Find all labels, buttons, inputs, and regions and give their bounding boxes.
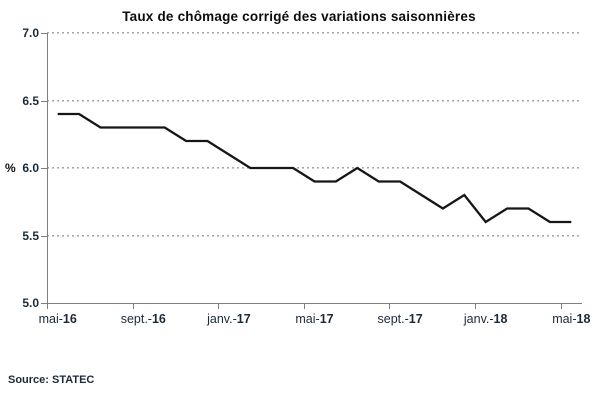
- y-axis-tick-label: 6.0: [22, 161, 39, 175]
- y-axis-tick: [41, 33, 47, 34]
- x-tick-year-text: 17: [236, 312, 251, 326]
- x-axis-tick-label: sept.-16: [101, 312, 185, 327]
- x-tick-year-text: 17: [319, 312, 334, 326]
- x-axis-tick: [475, 303, 476, 309]
- x-tick-month-text: sept.-: [377, 312, 409, 326]
- y-axis-tick: [41, 168, 47, 169]
- x-axis-tick: [47, 303, 48, 309]
- x-tick-month-text: janv.-: [207, 312, 237, 326]
- x-axis-tick: [218, 303, 220, 309]
- y-axis-tick-label: 5.5: [22, 228, 39, 243]
- x-axis-tick-label: sept.-17: [358, 312, 442, 327]
- y-axis-tick-label: 7.0: [22, 26, 39, 40]
- x-axis-tick-label: mai-16: [16, 312, 100, 327]
- y-axis-tick: [41, 235, 47, 237]
- x-axis-tick-label: mai-17: [273, 312, 357, 327]
- x-tick-year-text: 17: [408, 312, 423, 326]
- x-axis-tick: [389, 303, 391, 309]
- x-tick-year-text: 18: [576, 312, 591, 326]
- x-axis-tick: [560, 303, 562, 309]
- x-axis-tick-label: janv.-17: [187, 312, 271, 327]
- x-axis-tick: [303, 303, 305, 309]
- y-axis-tick: [41, 303, 47, 304]
- x-tick-month-text: mai-: [38, 312, 63, 326]
- x-axis-tick: [132, 303, 134, 309]
- x-axis-line: [47, 303, 582, 304]
- x-tick-month-text: sept.-: [120, 312, 152, 326]
- y-axis-line: [47, 33, 48, 303]
- x-tick-month-text: mai-: [295, 312, 320, 326]
- y-axis-tick: [41, 100, 47, 102]
- gridline: [47, 32, 582, 34]
- x-tick-year-text: 16: [62, 312, 77, 326]
- x-tick-year-text: 16: [151, 312, 166, 326]
- gridline: [47, 167, 582, 169]
- x-tick-year-text: 18: [493, 312, 508, 326]
- x-axis-tick-label: mai-18: [529, 312, 600, 327]
- y-axis-tick-label: 6.5: [22, 93, 39, 108]
- gridline: [47, 99, 582, 102]
- chart-title: Taux de chômage corrigé des variations s…: [122, 9, 476, 24]
- x-tick-month-text: mai-: [552, 312, 577, 326]
- y-axis-tick-label: 5.0: [22, 296, 39, 310]
- x-axis-tick-label: janv.-18: [444, 312, 528, 327]
- x-tick-month-text: janv.-: [463, 312, 494, 326]
- source-label: Source: STATEC: [8, 374, 95, 386]
- y-axis-unit-label: %: [5, 161, 16, 175]
- gridline: [47, 234, 582, 237]
